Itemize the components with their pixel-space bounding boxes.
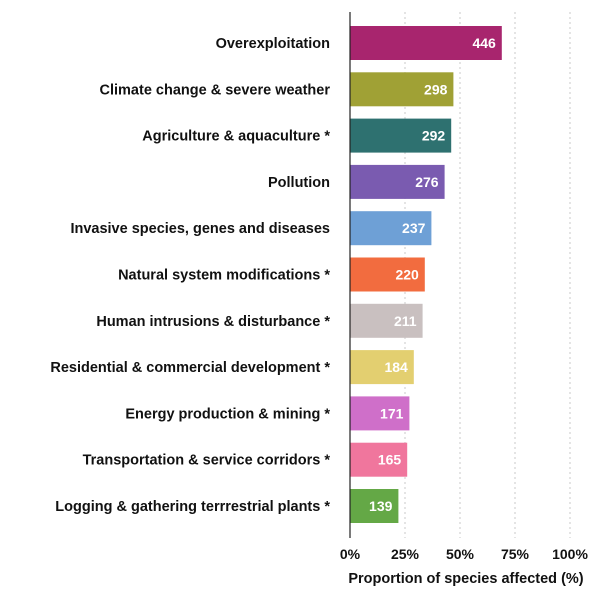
bar-value-label: 171 — [380, 405, 404, 421]
bar — [350, 118, 452, 153]
bar-value-labels: 446 298 292 276 237 220 211 184 171 165 139 — [369, 35, 496, 514]
x-axis: 0% 25% 50% 75% 100% — [340, 12, 588, 562]
category-label: Invasive species, genes and diseases — [70, 221, 330, 237]
x-tick-label: 0% — [340, 546, 361, 562]
bar-value-label: 165 — [378, 452, 402, 468]
category-label: Overexploitation — [216, 36, 330, 52]
bar-value-label: 298 — [424, 81, 448, 97]
category-label: Climate change & severe weather — [100, 82, 331, 98]
bar-value-label: 276 — [415, 174, 439, 190]
bar — [350, 26, 502, 60]
x-tick-label: 50% — [446, 546, 475, 562]
bar — [350, 211, 432, 246]
bar-value-label: 237 — [402, 220, 426, 236]
category-label: Transportation & service corridors * — [83, 453, 331, 469]
bar — [350, 489, 399, 523]
bar-value-label: 211 — [394, 313, 417, 329]
bar-value-label: 446 — [472, 35, 496, 51]
bar-value-label: 139 — [369, 498, 393, 514]
category-label: Energy production & mining * — [125, 406, 330, 422]
bar — [350, 72, 454, 107]
bar-value-label: 220 — [395, 267, 419, 283]
bar — [350, 164, 445, 199]
x-tick-label: 25% — [391, 546, 420, 562]
bar — [350, 303, 423, 338]
bar-value-label: 184 — [384, 359, 408, 375]
category-labels: Overexploitation Climate change & severe … — [50, 36, 330, 515]
category-label: Pollution — [268, 175, 330, 191]
category-label: Agriculture & aquaculture * — [142, 129, 330, 145]
bar — [350, 442, 408, 477]
category-label: Natural system modifications * — [118, 268, 330, 284]
x-tick-label: 100% — [552, 546, 588, 562]
bar — [350, 350, 414, 385]
bar-value-label: 292 — [422, 128, 446, 144]
bar — [350, 396, 410, 431]
category-label: Residential & commercial development * — [50, 360, 330, 376]
bars — [350, 26, 502, 523]
x-axis-title: Proportion of species affected (%) — [348, 571, 583, 587]
category-label: Logging & gathering terrrestrial plants … — [55, 499, 330, 515]
x-tick-label: 75% — [501, 546, 530, 562]
bar — [350, 257, 425, 292]
category-label: Human intrusions & disturbance * — [96, 314, 330, 330]
